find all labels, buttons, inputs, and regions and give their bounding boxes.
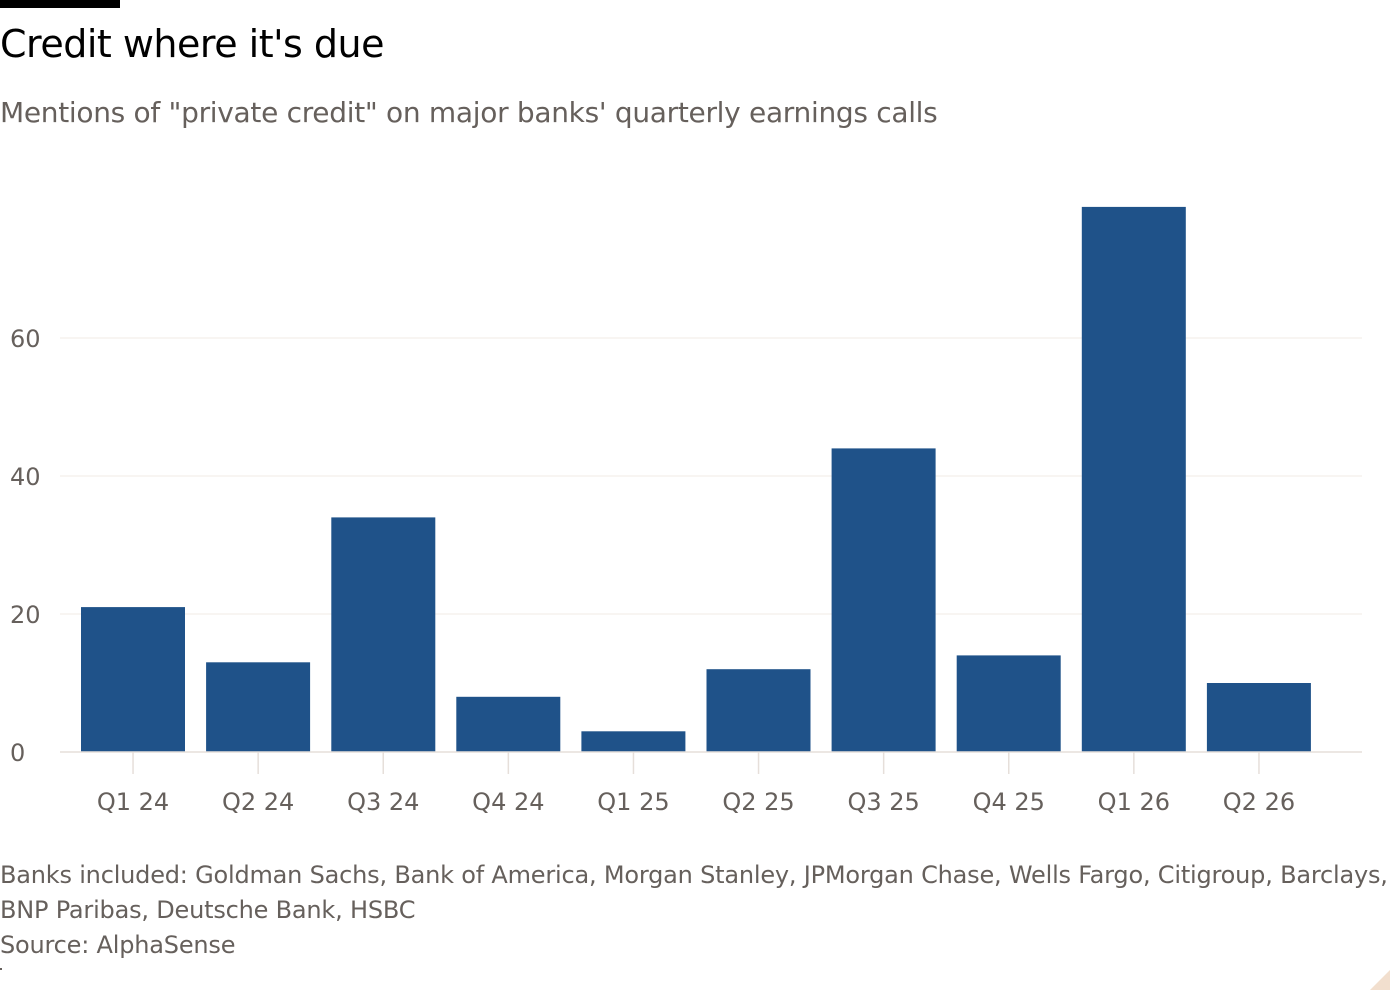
bar-q1-26: [1082, 207, 1186, 752]
x-tick-label-q4-25: Q4 25: [973, 788, 1045, 816]
x-tick-label-q1-24: Q1 24: [97, 788, 169, 816]
y-tick-label-60: 60: [10, 325, 41, 353]
bar-q3-24: [331, 517, 435, 752]
x-tick-label-q2-26: Q2 26: [1223, 788, 1295, 816]
bar-q1-24: [81, 607, 185, 752]
y-axis: 0 20 40 60: [10, 325, 41, 767]
y-tick-label-0: 0: [10, 739, 25, 767]
bar-q4-24: [456, 697, 560, 752]
x-tick-label-q2-25: Q2 25: [722, 788, 794, 816]
footer-dot: [0, 968, 2, 970]
bar-q2-24: [206, 662, 310, 752]
bar-q2-25: [707, 669, 811, 752]
bar-q4-25: [957, 655, 1061, 752]
x-tick-label-q1-26: Q1 26: [1098, 788, 1170, 816]
bar-q2-26: [1207, 683, 1311, 752]
x-tick-label-q3-25: Q3 25: [847, 788, 919, 816]
y-tick-label-40: 40: [10, 463, 41, 491]
bars: [81, 207, 1311, 752]
x-axis: Q1 24 Q2 24 Q3 24 Q4 24 Q1 25 Q2 25 Q3 25 Q4 25…: [97, 752, 1295, 816]
bar-q3-25: [832, 448, 936, 752]
bar-q1-25: [581, 731, 685, 752]
x-tick-label-q1-25: Q1 25: [597, 788, 669, 816]
corner-triangle: [1370, 970, 1390, 990]
x-tick-label-q3-24: Q3 24: [347, 788, 419, 816]
footnote-banks: Banks included: Goldman Sachs, Bank of A…: [0, 858, 1390, 928]
y-tick-label-20: 20: [10, 601, 41, 629]
chart-subtitle: Mentions of "private credit" on major ba…: [0, 96, 937, 129]
brand-bar: [0, 0, 120, 8]
x-tick-label-q4-24: Q4 24: [472, 788, 544, 816]
source-note: Source: AlphaSense: [0, 928, 1390, 963]
x-tick-label-q2-24: Q2 24: [222, 788, 294, 816]
bar-chart: 0 20 40 60 Q1 24 Q2 24 Q3 24 Q4 24 Q1 25 Q2 25 Q3…: [0, 150, 1400, 830]
chart-title: Credit where it's due: [0, 22, 384, 66]
chart-footer: Banks included: Goldman Sachs, Bank of A…: [0, 858, 1390, 963]
